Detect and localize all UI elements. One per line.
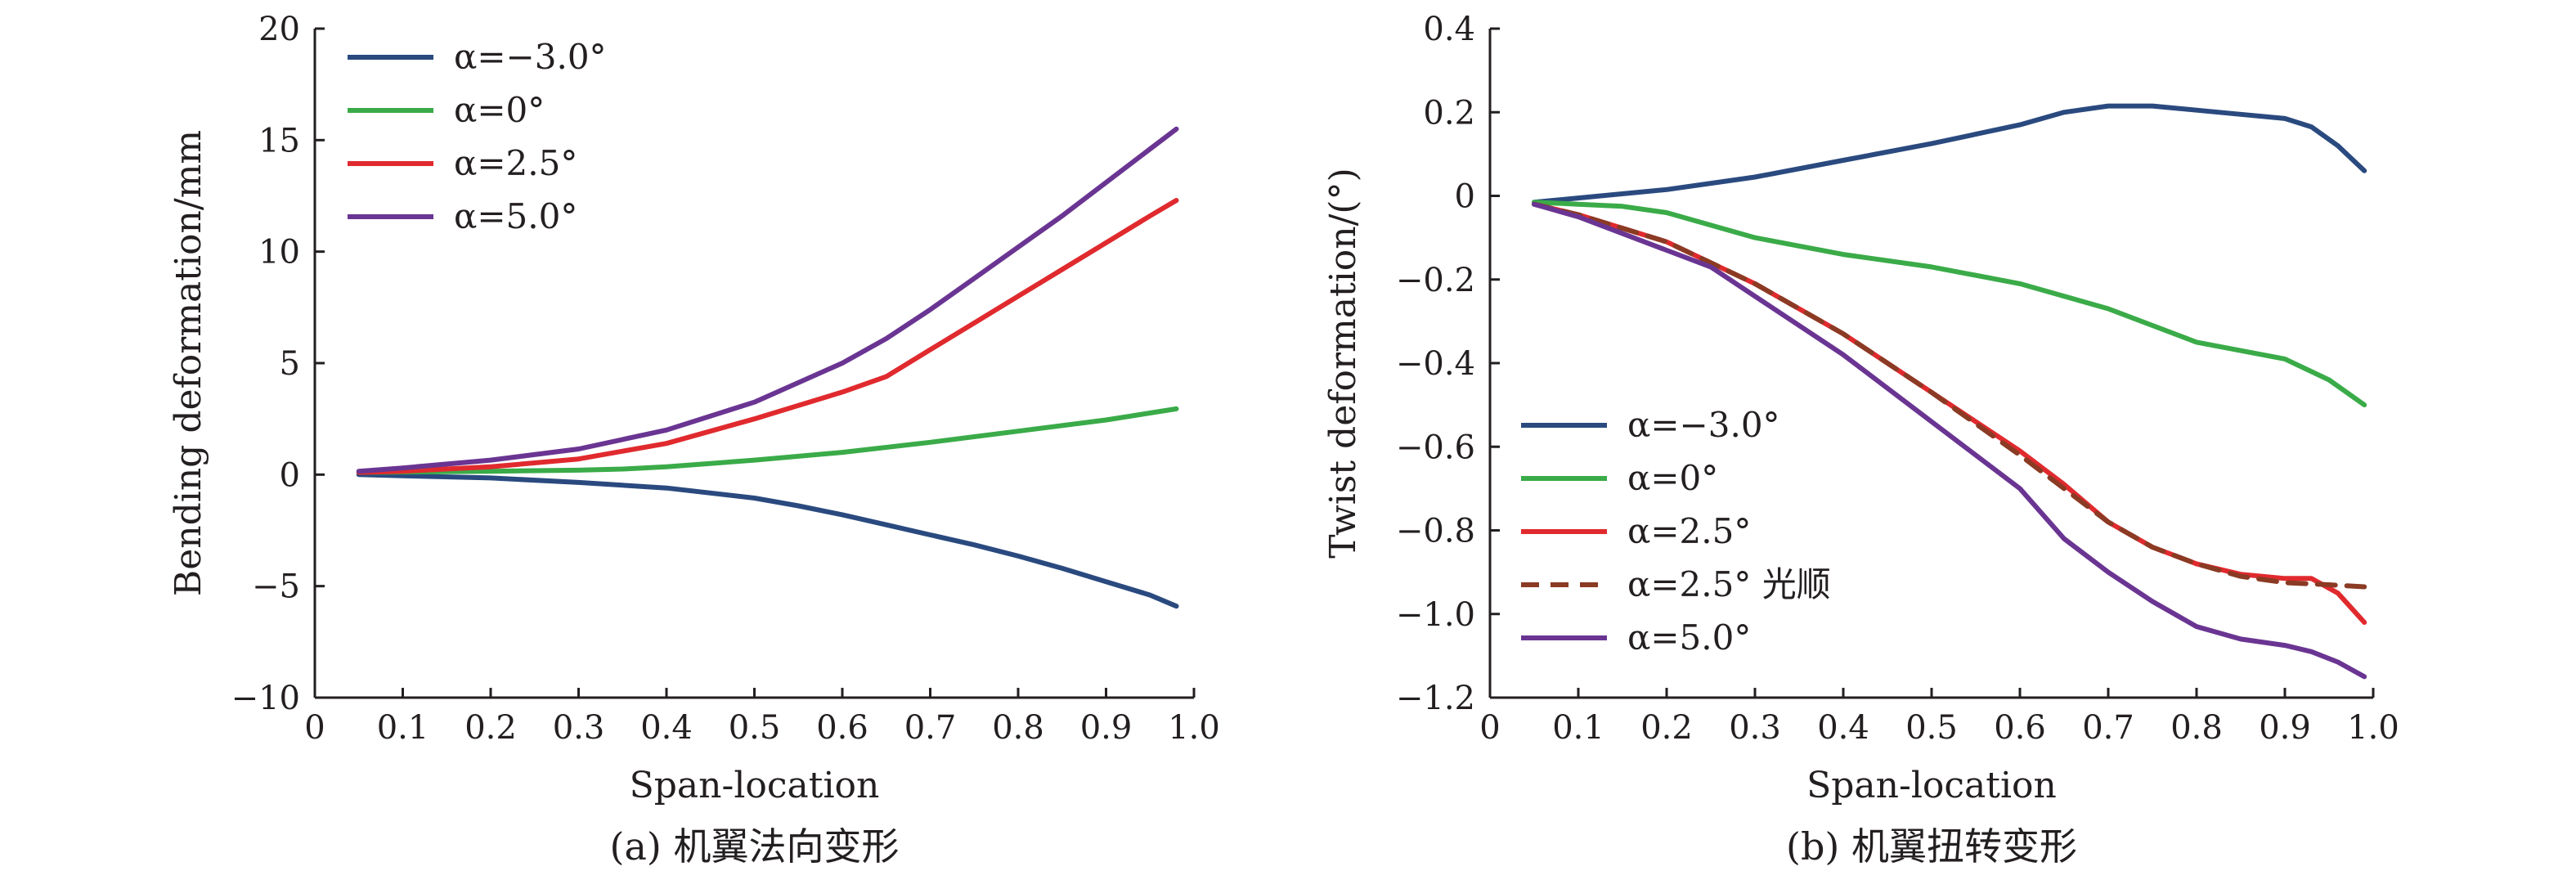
figure-caption: (b) 机翼扭转变形 <box>1786 824 2077 869</box>
y-tick-label: −5 <box>252 568 300 606</box>
series-line-3 <box>1532 201 2367 590</box>
y-tick-label: −10 <box>231 680 300 717</box>
x-tick-label: 1.0 <box>2347 709 2399 747</box>
x-tick-label: 0.5 <box>729 709 781 747</box>
legend-label: α=−3.0° <box>454 37 607 77</box>
y-tick-label: 0 <box>280 456 300 494</box>
x-tick-label: 0.7 <box>2082 709 2134 747</box>
y-tick-label: 0.2 <box>1423 94 1475 132</box>
y-tick-label: 0.4 <box>1423 11 1475 48</box>
y-tick-label: 15 <box>258 122 300 159</box>
legend-label: α=5.0° <box>454 196 577 236</box>
x-axis-title: Span-location <box>1806 765 2057 806</box>
y-tick-label: 20 <box>258 11 300 48</box>
legend-label: α=5.0° <box>1627 617 1751 658</box>
y-tick-label: 10 <box>258 234 300 272</box>
x-tick-label: 0.6 <box>1994 709 2046 747</box>
x-tick-label: 0.5 <box>1905 709 1958 747</box>
x-tick-label: 0.9 <box>1080 709 1133 747</box>
x-tick-label: 0.3 <box>1729 709 1781 747</box>
series-line-1 <box>1532 200 2367 408</box>
x-tick-label: 0.7 <box>904 709 957 747</box>
x-tick-label: 0.9 <box>2259 709 2311 747</box>
x-tick-label: 0 <box>1479 709 1500 747</box>
x-tick-label: 0.2 <box>1640 709 1693 747</box>
y-tick-label: −0.4 <box>1396 345 1475 383</box>
y-tick-label: −0.6 <box>1396 429 1475 466</box>
x-tick-label: 0.8 <box>2170 709 2223 747</box>
legend: α=−3.0° α=0° α=2.5° α=2.5° 光顺 α=5.0° <box>1521 405 1831 658</box>
chart-panel-bending: 0 0.1 0.2 0.3 0.4 0.5 0.6 0.7 0.8 0.9 1.0 −10 −5 0 5 10… <box>168 11 1220 869</box>
x-tick-label: 0.4 <box>1817 709 1869 747</box>
x-tick-label: 0.2 <box>464 709 517 747</box>
x-tick-label: 0.8 <box>992 709 1044 747</box>
legend-label: α=−3.0° <box>1627 405 1780 445</box>
legend-label: α=0° <box>454 90 545 130</box>
x-tick-label: 0.6 <box>816 709 868 747</box>
x-tick-label: 0.4 <box>640 709 693 747</box>
x-tick-label: 0.1 <box>1552 709 1604 747</box>
series-line-2 <box>356 198 1179 475</box>
x-tick-label: 0.3 <box>553 709 605 747</box>
x-tick-label: 0.1 <box>377 709 429 747</box>
figure-caption: (a) 机翼法向变形 <box>610 824 900 869</box>
y-tick-label: −0.2 <box>1396 262 1475 299</box>
legend-label: α=2.5° 光顺 <box>1627 564 1831 604</box>
x-axis-title: Span-location <box>630 765 880 806</box>
y-tick-label: −1.0 <box>1396 596 1475 634</box>
x-tick-label: 0 <box>304 709 325 747</box>
series-line-0 <box>1532 103 2367 205</box>
series-line-0 <box>356 472 1179 609</box>
legend-label: α=2.5° <box>1627 511 1751 551</box>
y-axis-title: Twist deformation/(°) <box>1322 168 1364 558</box>
y-tick-label: −0.8 <box>1396 513 1475 550</box>
y-axis-title: Bending deformation/mm <box>168 130 209 596</box>
series-line-3 <box>356 126 1179 474</box>
legend-label: α=0° <box>1627 458 1718 498</box>
legend-label: α=2.5° <box>454 143 577 183</box>
series-line-1 <box>356 406 1179 475</box>
chart-panel-twist: 0 0.1 0.2 0.3 0.4 0.5 0.6 0.7 0.8 0.9 1.0 −1.2 −1.0 −… <box>1322 11 2399 869</box>
series-line-4 <box>1532 201 2367 680</box>
x-tick-label: 1.0 <box>1168 709 1220 747</box>
y-tick-label: 0 <box>1455 178 1475 216</box>
legend: α=−3.0° α=0° α=2.5° α=5.0° <box>348 37 607 236</box>
y-tick-label: 5 <box>280 345 300 383</box>
y-tick-label: −1.2 <box>1396 680 1475 717</box>
